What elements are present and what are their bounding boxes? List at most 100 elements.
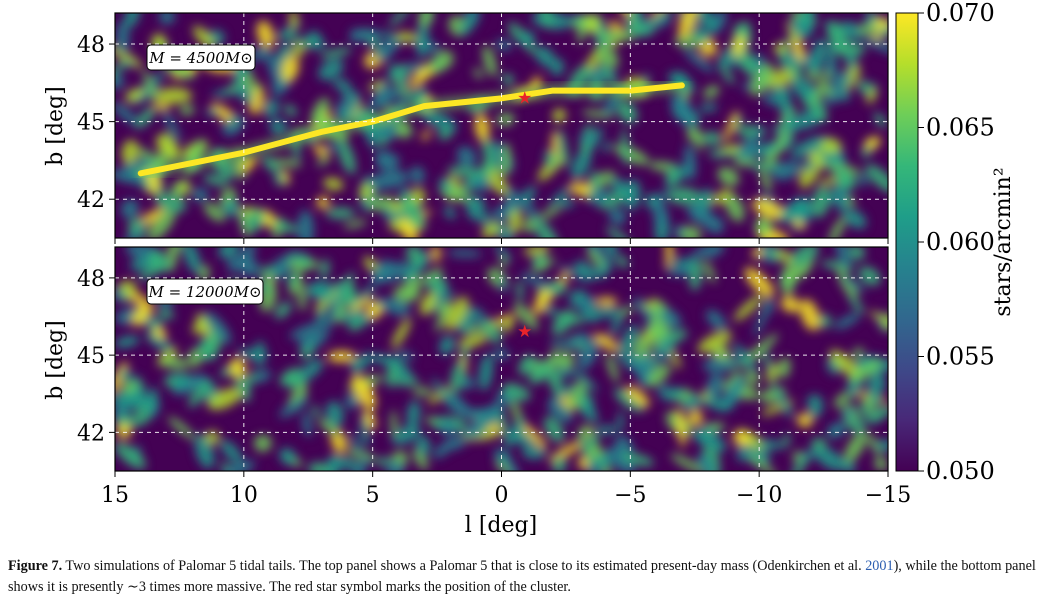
density-blob — [864, 136, 881, 150]
density-blob — [810, 437, 827, 451]
panel-top: 48 45 42 M = 4500M⊙ ★ b [deg] — [43, 12, 889, 244]
density-blob — [842, 208, 867, 229]
density-blob — [234, 371, 251, 402]
colorbar-label: stars/arcmin² — [991, 167, 1016, 316]
density-blob — [752, 247, 763, 259]
density-blob — [702, 131, 722, 146]
density-blob — [395, 378, 421, 387]
density-blob — [866, 88, 878, 104]
density-blob — [829, 349, 861, 379]
density-blob — [789, 247, 819, 267]
density-blob — [608, 208, 627, 225]
density-blob — [618, 306, 634, 316]
density-blob — [157, 309, 175, 320]
density-blob — [773, 125, 782, 138]
density-blob — [385, 364, 400, 388]
density-blob — [416, 435, 431, 456]
density-blob — [766, 364, 779, 383]
density-blob — [683, 48, 714, 73]
density-blob — [374, 150, 390, 168]
density-blob — [777, 46, 803, 81]
density-blob — [115, 170, 144, 185]
density-blob — [332, 79, 351, 90]
density-blob — [688, 410, 703, 426]
density-blob — [535, 46, 556, 68]
density-blob — [154, 87, 193, 105]
density-blob — [444, 206, 456, 220]
density-blob — [395, 65, 412, 99]
density-blob — [874, 456, 888, 471]
density-blob — [701, 247, 725, 258]
density-blob — [330, 429, 347, 454]
density-blob — [504, 418, 525, 448]
xtick-label: −5 — [614, 483, 646, 508]
density-blob — [578, 387, 588, 412]
density-blob — [833, 391, 851, 408]
density-blob — [587, 126, 604, 153]
density-blob — [680, 226, 702, 238]
density-blob — [389, 13, 410, 27]
density-blob — [245, 209, 266, 233]
density-blob — [617, 324, 638, 361]
density-blob — [791, 219, 806, 230]
ytick-label: 48 — [77, 33, 105, 58]
density-blob — [772, 85, 794, 119]
density-blob — [725, 194, 745, 222]
density-blob — [513, 302, 539, 330]
density-blob — [531, 257, 556, 273]
density-blob — [124, 87, 145, 103]
density-blob — [858, 266, 881, 286]
density-blob — [120, 199, 139, 219]
density-blob — [267, 54, 288, 89]
density-blob — [228, 254, 237, 273]
density-blob — [319, 47, 353, 59]
density-blob — [359, 183, 374, 200]
density-blob — [676, 408, 686, 448]
density-blob — [626, 351, 648, 381]
density-blob — [456, 146, 477, 168]
density-blob — [509, 209, 522, 234]
density-blob — [780, 296, 801, 313]
density-blob — [453, 406, 485, 420]
density-blob — [873, 18, 888, 30]
density-blob — [791, 196, 811, 213]
density-blob — [811, 185, 830, 218]
density-blob — [152, 327, 168, 339]
density-blob — [724, 110, 738, 143]
density-blob — [391, 424, 421, 445]
density-blob — [649, 161, 673, 171]
density-blob — [477, 307, 487, 329]
density-blob — [574, 260, 595, 280]
density-blob — [809, 38, 826, 75]
ytick-label: 45 — [77, 344, 105, 369]
density-blob — [289, 13, 299, 29]
density-blob — [135, 106, 156, 129]
density-blob — [478, 353, 494, 391]
xticks-top — [114, 238, 889, 244]
density-blob — [313, 144, 329, 157]
density-blob — [864, 406, 888, 423]
density-blob — [222, 199, 240, 217]
density-blob — [239, 213, 250, 238]
density-blob — [516, 280, 524, 302]
density-blob — [732, 430, 751, 446]
density-blob — [147, 249, 164, 269]
density-blob — [418, 13, 434, 28]
density-blob — [138, 265, 165, 281]
density-blob — [433, 436, 459, 459]
yticks-top: 48 45 42 — [77, 33, 115, 213]
density-blob — [595, 35, 612, 46]
caption-citation-link[interactable]: 2001 — [865, 558, 894, 574]
density-blob — [161, 106, 182, 143]
density-blob — [202, 329, 221, 361]
density-blob — [873, 112, 887, 128]
density-blob — [718, 62, 735, 85]
density-blob — [578, 436, 593, 465]
density-blob — [148, 208, 176, 238]
density-blob — [644, 364, 671, 387]
density-blob — [833, 167, 857, 190]
density-blob — [858, 79, 868, 93]
xtick-label: 0 — [495, 483, 509, 508]
density-blob — [318, 418, 341, 436]
density-blob — [771, 161, 801, 181]
